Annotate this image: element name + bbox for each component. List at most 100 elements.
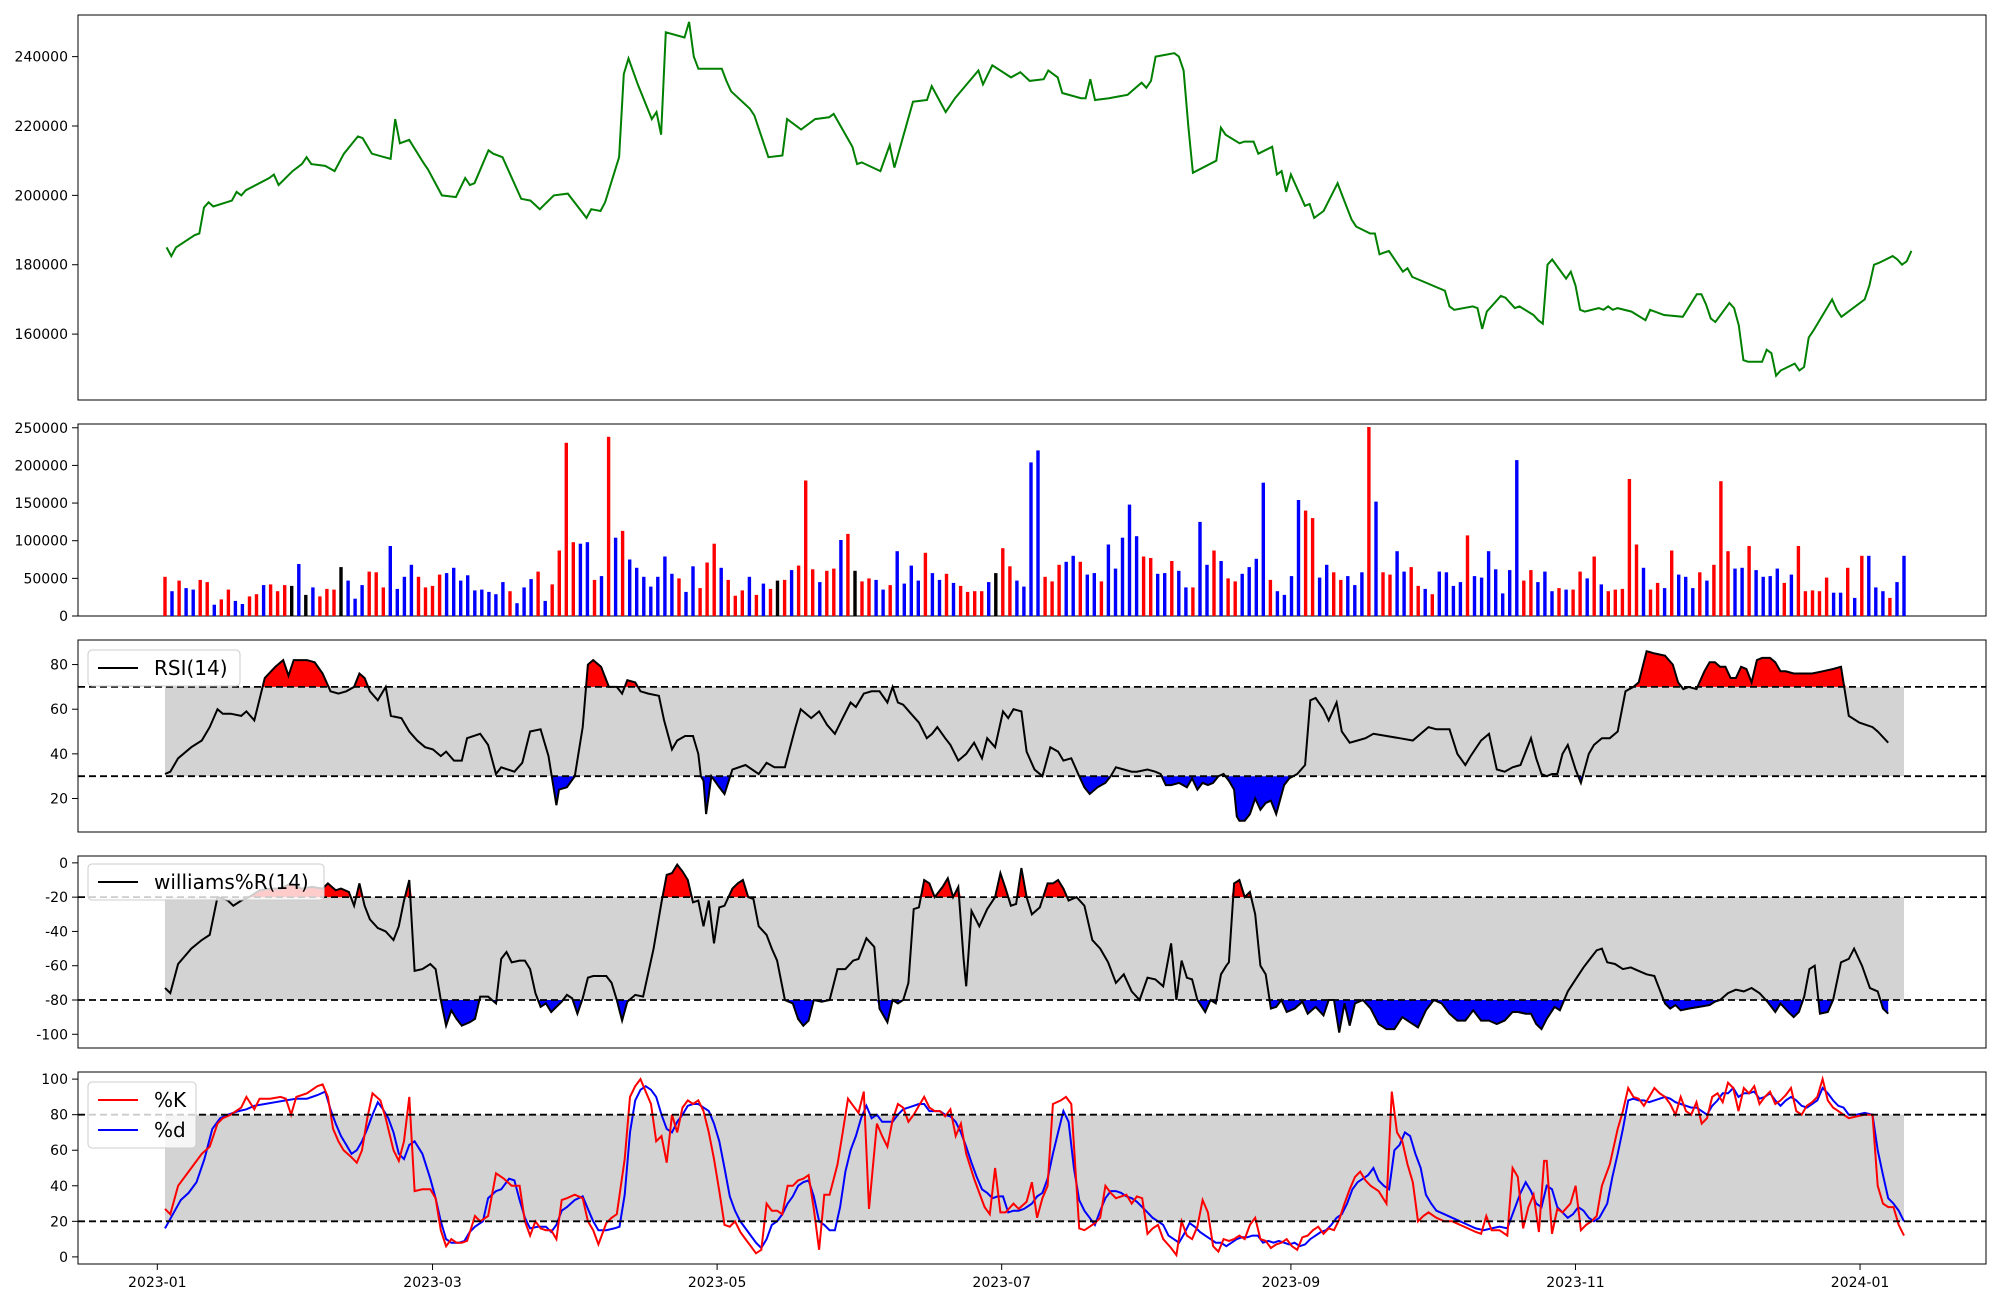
volume-bar (930, 573, 935, 616)
volume-bar (240, 604, 245, 616)
volume-bar (1796, 546, 1801, 616)
volume-bar (416, 576, 421, 616)
volume-bar (620, 530, 625, 616)
volume-bar (163, 576, 167, 616)
volume-bar (459, 580, 463, 616)
stochastic-legend: %K %d (87, 1081, 197, 1149)
volume-bar (339, 567, 343, 616)
stochastic-tick-label: 40 (50, 1179, 68, 1195)
williams-tick-label: -40 (45, 924, 68, 940)
volume-bar (881, 589, 885, 616)
volume-bar (1599, 584, 1603, 616)
stochastic-tick-label: 100 (41, 1072, 68, 1088)
volume-bar (1726, 551, 1730, 616)
rsi-legend: RSI(14) (87, 649, 241, 687)
volume-bar (1106, 544, 1111, 616)
volume-bar (480, 589, 484, 616)
williams-tick-label: -100 (36, 1027, 68, 1043)
volume-bar (1205, 564, 1209, 616)
price-series-line (165, 21, 1913, 378)
volume-bar (1712, 564, 1716, 616)
volume-bar (346, 580, 350, 616)
volume-bar (437, 574, 442, 616)
volume-bar (973, 591, 977, 616)
volume-bar (1606, 591, 1610, 616)
volume-bar (198, 579, 202, 616)
volume-bar (1677, 574, 1681, 616)
volume-bar (1881, 591, 1885, 616)
volume-bar (1578, 571, 1582, 616)
volume-bars (163, 427, 1906, 616)
volume-bar (1705, 580, 1709, 616)
volume-tick-label: 200000 (15, 458, 68, 474)
volume-bar (853, 570, 857, 616)
volume-bar (430, 585, 435, 616)
volume-bar (1254, 558, 1258, 616)
volume-y-ticks: 0 50000 100000 150000 200000 250000 (15, 421, 78, 625)
volume-bar (1458, 582, 1463, 616)
volume-bar (719, 567, 723, 616)
volume-bar (958, 585, 963, 616)
volume-bar (1817, 591, 1822, 616)
volume-bar (452, 567, 456, 616)
volume-bar (811, 569, 815, 616)
volume-bar (1339, 579, 1343, 616)
volume-bar (423, 587, 428, 616)
volume-bar (1268, 579, 1273, 616)
volume-bar (1022, 586, 1026, 616)
williams-line (164, 862, 1889, 1033)
volume-bar (677, 578, 681, 616)
volume-bar (768, 588, 773, 616)
volume-bar (1733, 568, 1737, 616)
volume-bar (1479, 577, 1484, 616)
volume-tick-label: 250000 (15, 421, 68, 437)
volume-bar (1557, 588, 1561, 616)
williams-tick-label: -80 (45, 993, 68, 1009)
volume-bar (1015, 580, 1019, 616)
volume-bar (951, 582, 956, 616)
rsi-panel: 20 40 60 80 RSI(14) (50, 639, 1987, 833)
volume-bar (923, 552, 928, 616)
rsi-line (164, 649, 1889, 822)
volume-bar (1691, 588, 1695, 616)
d-line (164, 1084, 1905, 1250)
volume-bar (219, 599, 223, 616)
volume-bar (902, 583, 906, 616)
volume-bar (1522, 580, 1526, 616)
volume-bar (1754, 570, 1758, 616)
volume-bar (325, 588, 329, 616)
volume-bar (1226, 578, 1230, 616)
volume-bar (170, 591, 174, 616)
volume-bar (578, 543, 583, 616)
volume-bar (1620, 588, 1625, 616)
rsi-legend-label: RSI(14) (154, 656, 228, 680)
volume-bar (1494, 569, 1498, 616)
volume-bar (360, 585, 364, 616)
volume-bar (1472, 576, 1477, 616)
x-tick-label: 2023-01 (128, 1275, 187, 1291)
volume-bar (536, 571, 540, 616)
volume-bar (994, 573, 998, 616)
volume-bar (606, 436, 611, 616)
volume-bar (1810, 590, 1815, 616)
volume-bar (1036, 450, 1040, 616)
volume-bar (1888, 597, 1892, 616)
volume-bar (1543, 571, 1547, 616)
volume-bar (747, 576, 752, 616)
volume-bar (860, 581, 864, 616)
volume-bar (1134, 536, 1139, 616)
volume-bar (1240, 573, 1244, 616)
rsi-tick-label: 40 (50, 747, 68, 763)
volume-bar (1001, 548, 1005, 616)
volume-bar (825, 570, 829, 616)
volume-bar (1381, 572, 1385, 616)
volume-bar (642, 576, 646, 616)
volume-bar (395, 588, 399, 616)
volume-bar (1282, 594, 1287, 616)
volume-tick-label: 100000 (15, 534, 68, 550)
volume-bar (1740, 567, 1744, 616)
williams-overbought-fill (165, 864, 1889, 898)
volume-bar (909, 565, 913, 616)
stochastic-tick-label: 20 (50, 1214, 68, 1230)
volume-bar (550, 584, 554, 616)
